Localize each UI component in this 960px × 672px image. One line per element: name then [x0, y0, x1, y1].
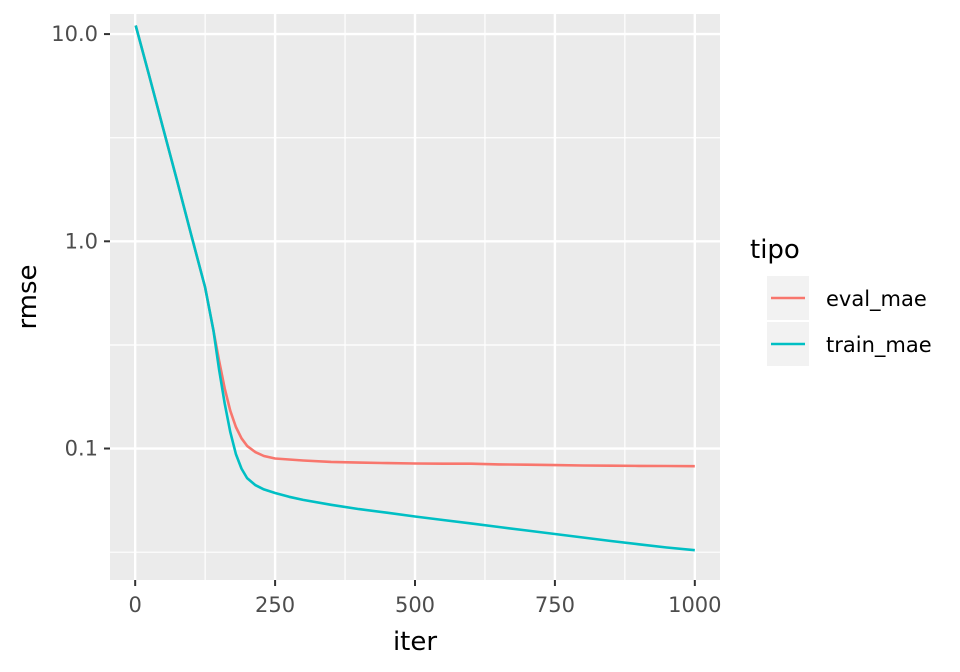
x-tick-label: 750: [535, 593, 575, 617]
series-layer: [134, 25, 695, 552]
x-tick-label: 500: [395, 593, 435, 617]
legend-label: eval_mae: [826, 287, 927, 312]
legend-title: tipo: [750, 235, 800, 265]
legend: tipo eval_mae train_mae: [750, 235, 932, 366]
major-gridlines: [110, 14, 720, 580]
legend-item-eval-mae: eval_mae: [767, 276, 927, 320]
x-tick-label: 1000: [668, 593, 721, 617]
y-tick-label: 10.0: [51, 22, 98, 46]
x-axis-title: iter: [393, 627, 437, 657]
y-tick-label: 1.0: [65, 229, 98, 253]
y-axis: 0.1 1.0 10.0: [51, 22, 110, 461]
legend-label: train_mae: [826, 333, 932, 358]
x-tick-label: 0: [128, 593, 141, 617]
y-axis-title: rmse: [13, 264, 43, 329]
y-tick-label: 0.1: [65, 437, 98, 461]
series-line-train-mae: [134, 25, 695, 552]
x-tick-label: 250: [255, 593, 295, 617]
x-axis: 0 250 500 750 1000: [128, 580, 722, 617]
legend-item-train-mae: train_mae: [767, 322, 932, 366]
